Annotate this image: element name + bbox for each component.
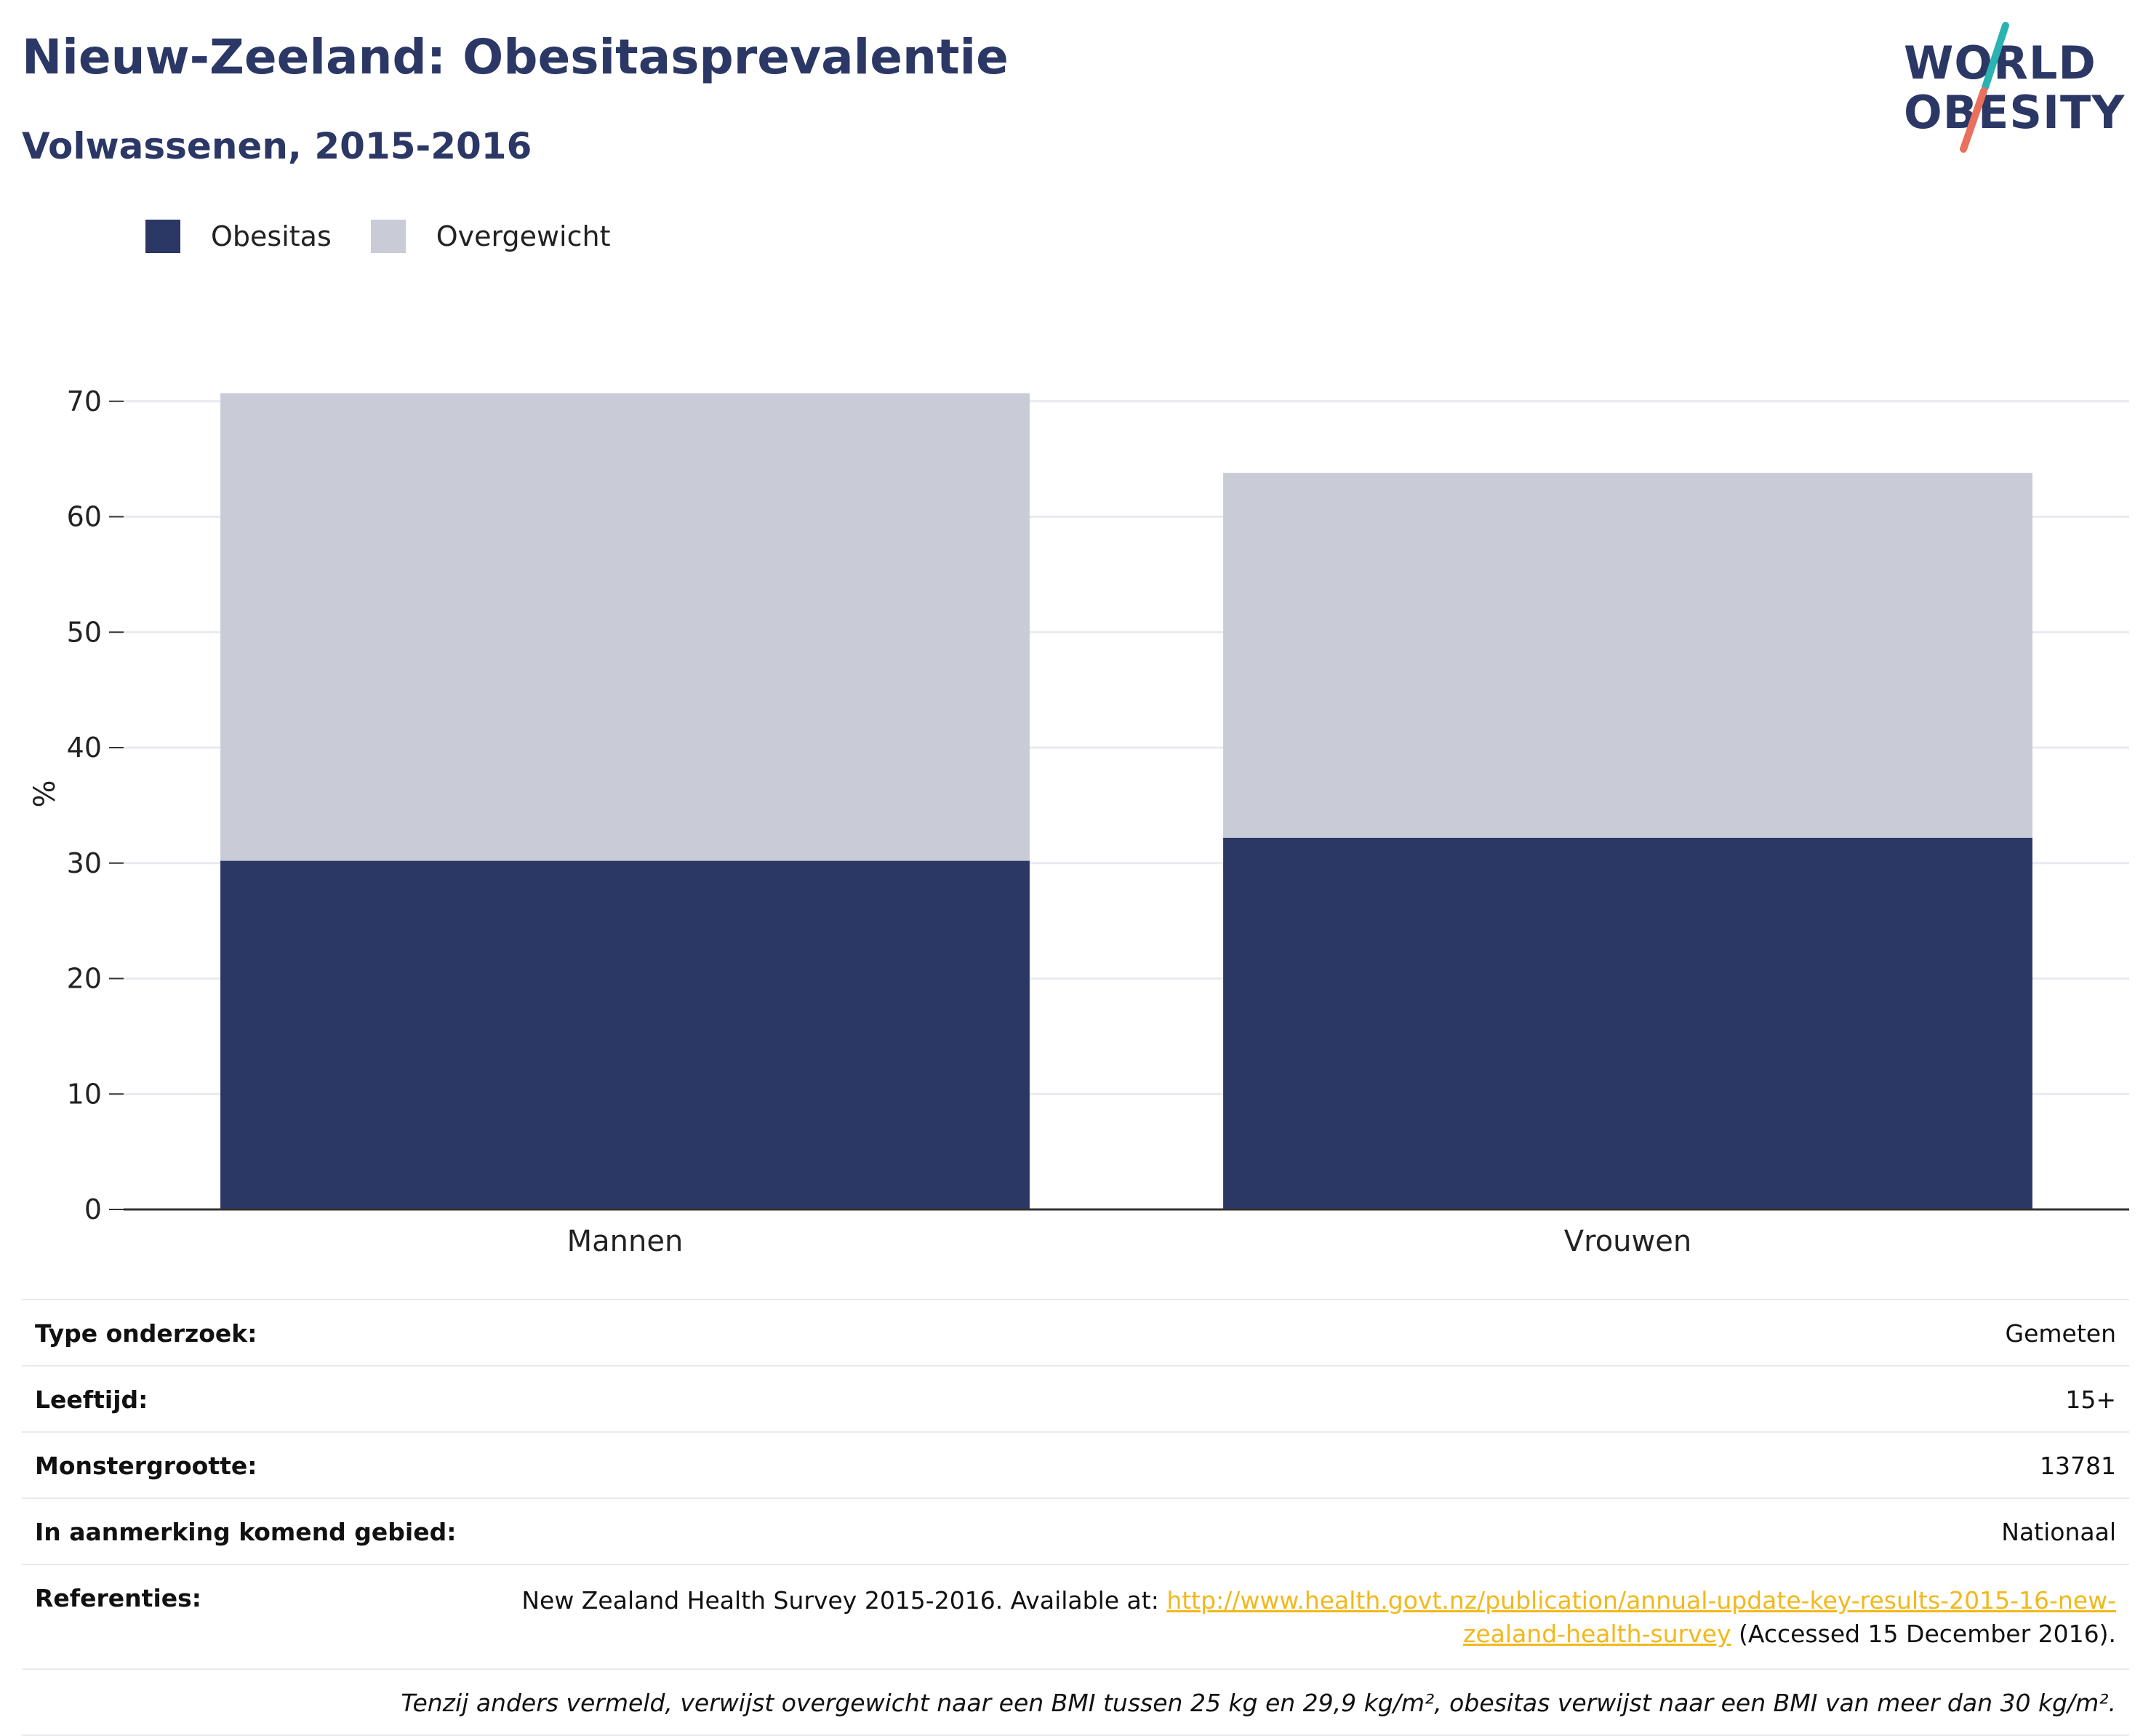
reference-accessed: (Accessed 15 December 2016). [1731,1620,2116,1648]
stacked-bar-chart: 0 10 20 30 40 50 60 70% Mannen Vrouwen [28,385,2129,1258]
bar-obesitas-vrouwen [1223,837,2032,1209]
legend-swatch-overgewicht [370,220,406,253]
y-tick-label: 20 [67,963,102,995]
info-value-age: 15+ [2065,1385,2116,1414]
y-tick-label: 50 [67,616,102,648]
info-label-age: Leeftijd: [35,1385,148,1414]
info-row-references: Referenties: New Zealand Health Survey 2… [22,1565,2129,1670]
legend-item-overgewicht: Overgewicht [370,220,611,253]
info-value-sample-size: 13781 [2040,1452,2116,1480]
info-label-type: Type onderzoek: [35,1319,257,1348]
info-label-area: In aanmerking komend gebied: [35,1518,457,1546]
chart-legend: Obesitas Overgewicht [145,218,650,255]
y-tick-label: 0 [84,1193,102,1225]
info-row-sample-size: Monstergrootte: 13781 [22,1433,2129,1499]
reference-text: New Zealand Health Survey 2015-2016. Ava… [521,1586,1167,1615]
legend-item-obesitas: Obesitas [145,220,332,253]
info-row-area: In aanmerking komend gebied: Nationaal [22,1499,2129,1565]
y-tick-label: 30 [67,847,102,879]
logo-line-2: OBESITY [1904,86,2126,139]
page-title: Nieuw-Zeeland: Obesitasprevalentie [22,29,1009,85]
info-row-type: Type onderzoek: Gemeten [22,1300,2129,1367]
bmi-definition-note: Tenzij anders vermeld, verwijst overgewi… [22,1670,2129,1736]
reference-link[interactable]: http://www.health.govt.nz/publication/an… [1166,1586,2116,1648]
legend-label-obesitas: Obesitas [211,220,332,252]
info-label-sample-size: Monstergrootte: [35,1452,257,1480]
y-axis-title: % [28,780,62,807]
logo-slash-icon [1960,22,2009,153]
info-row-age: Leeftijd: 15+ [22,1367,2129,1433]
info-value-area: Nationaal [2001,1518,2116,1546]
y-tick-label: 10 [67,1078,102,1110]
info-label-references: Referenties: [35,1584,201,1612]
bar-overgewicht-mannen [220,393,1030,861]
y-tick-label: 40 [67,732,102,764]
page-subtitle: Volwassenen, 2015-2016 [22,125,532,167]
world-obesity-logo: WORLD OBESITY [1891,22,2138,156]
legend-swatch-obesitas [145,220,180,253]
survey-info-table: Type onderzoek: Gemeten Leeftijd: 15+ Mo… [22,1299,2129,1736]
info-value-type: Gemeten [2005,1319,2116,1348]
x-tick-label: Vrouwen [1564,1225,1691,1258]
y-tick-label: 60 [67,501,102,533]
bar-obesitas-mannen [220,860,1030,1209]
info-value-references: New Zealand Health Survey 2015-2016. Ava… [516,1584,2116,1651]
y-tick-label: 70 [67,385,102,417]
bar-overgewicht-vrouwen [1223,473,2032,838]
x-tick-label: Mannen [567,1225,684,1258]
legend-label-overgewicht: Overgewicht [436,220,611,252]
